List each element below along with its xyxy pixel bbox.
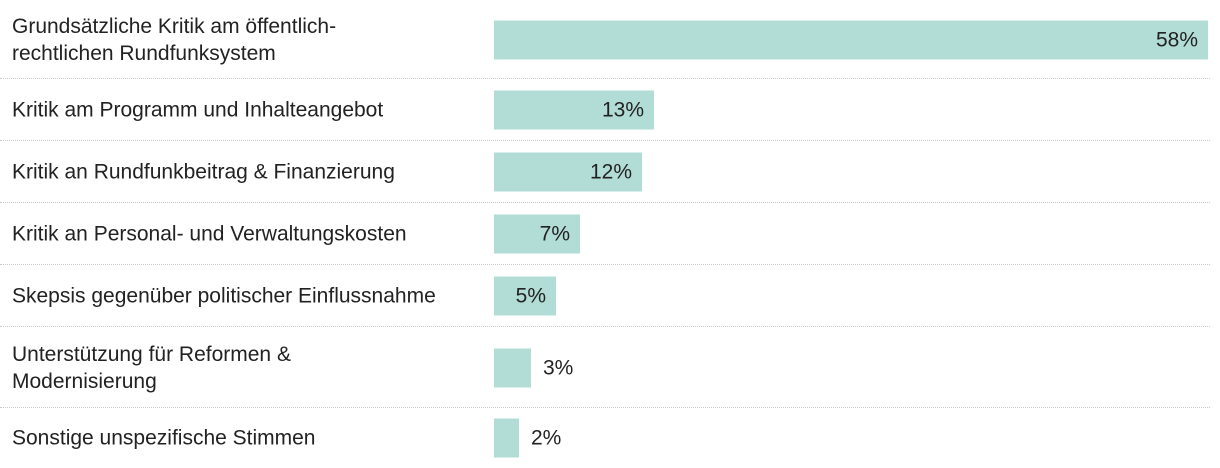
value-label: 58% <box>1155 28 1198 51</box>
row-divider <box>0 202 1210 203</box>
category-label: Skepsis gegenüber politischer Einflussna… <box>12 283 482 310</box>
bar <box>494 348 531 387</box>
chart-row: Kritik an Rundfunkbeitrag & Finanzierung… <box>0 141 1210 203</box>
chart-row: Skepsis gegenüber politischer Einflussna… <box>0 265 1210 327</box>
row-divider <box>0 326 1210 327</box>
category-label: Kritik an Rundfunkbeitrag & Finanzierung <box>12 159 482 186</box>
category-label-line: Modernisierung <box>12 369 157 393</box>
bar <box>494 214 580 254</box>
category-label-line: Skepsis gegenüber politischer Einflussna… <box>12 284 436 308</box>
category-label-line: Grundsätzliche Kritik am öffentlich- <box>12 14 337 38</box>
chart-row: Kritik an Personal- und Verwaltungskoste… <box>0 203 1210 265</box>
chart-row: Grundsätzliche Kritik am öffentlich-rech… <box>0 0 1210 79</box>
category-label: Sonstige unspezifische Stimmen <box>12 425 482 452</box>
bar <box>494 152 642 192</box>
value-label: 2% <box>531 426 562 450</box>
row-divider <box>0 140 1210 141</box>
category-label-line: Sonstige unspezifische Stimmen <box>12 426 316 450</box>
category-label: Kritik am Programm und Inhalteangebot <box>12 97 482 124</box>
category-label-line: Kritik an Rundfunkbeitrag & Finanzierung <box>12 160 395 184</box>
category-label: Grundsätzliche Kritik am öffentlich-rech… <box>12 13 482 67</box>
bar <box>494 90 654 130</box>
category-label-line: Unterstützung für Reformen & <box>12 342 291 366</box>
value-label: 12% <box>589 160 632 184</box>
value-label: 7% <box>539 222 570 246</box>
bar <box>494 20 1208 59</box>
row-divider <box>0 407 1210 408</box>
bar <box>494 276 556 316</box>
bar <box>494 418 519 458</box>
chart-row: Sonstige unspezifische Stimmen 2% <box>0 408 1210 468</box>
category-label-line: Kritik an Personal- und Verwaltungskoste… <box>12 222 407 246</box>
category-label-line: Kritik am Programm und Inhalteangebot <box>12 98 384 122</box>
category-label: Unterstützung für Reformen & Modernisieru… <box>12 341 482 395</box>
value-label: 3% <box>543 356 574 379</box>
category-label-line: rechtlichen Rundfunksystem <box>12 41 276 65</box>
category-label: Kritik an Personal- und Verwaltungskoste… <box>12 221 482 248</box>
row-divider <box>0 264 1210 265</box>
chart-row: Unterstützung für Reformen & Modernisieru… <box>0 327 1210 408</box>
value-label: 5% <box>515 284 546 308</box>
chart-row: Kritik am Programm und Inhalteangebot 13% <box>0 79 1210 141</box>
row-divider <box>0 78 1210 79</box>
value-label: 13% <box>601 98 644 122</box>
